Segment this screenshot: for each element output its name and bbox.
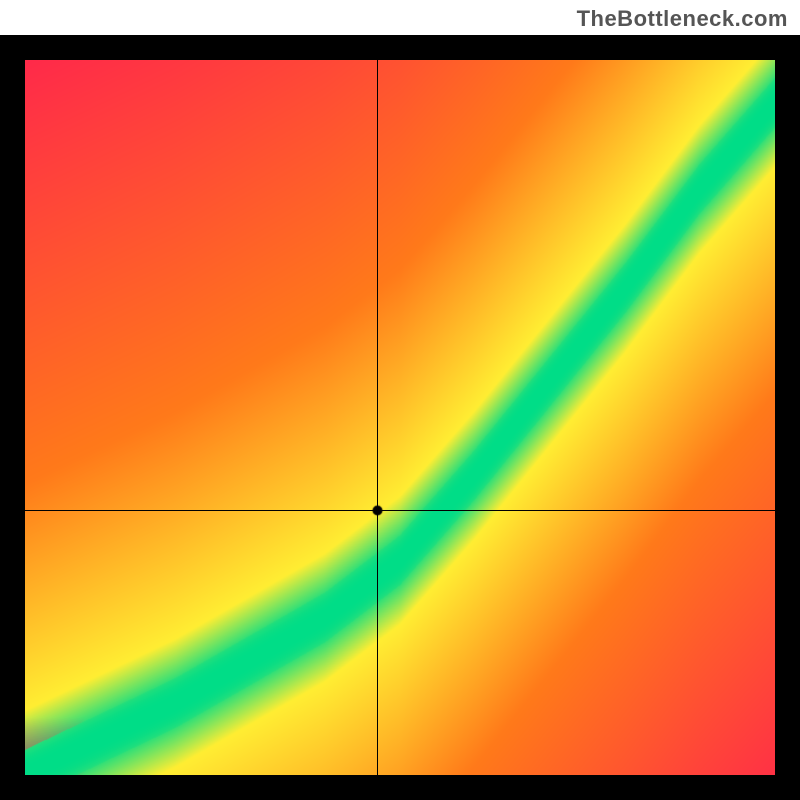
watermark-text: TheBottleneck.com	[577, 6, 788, 32]
crosshair-marker	[25, 60, 775, 775]
chart-frame	[0, 35, 800, 800]
root: TheBottleneck.com	[0, 0, 800, 800]
plot-area	[25, 60, 775, 775]
crosshair-vertical	[377, 60, 378, 775]
crosshair-horizontal	[25, 510, 775, 511]
